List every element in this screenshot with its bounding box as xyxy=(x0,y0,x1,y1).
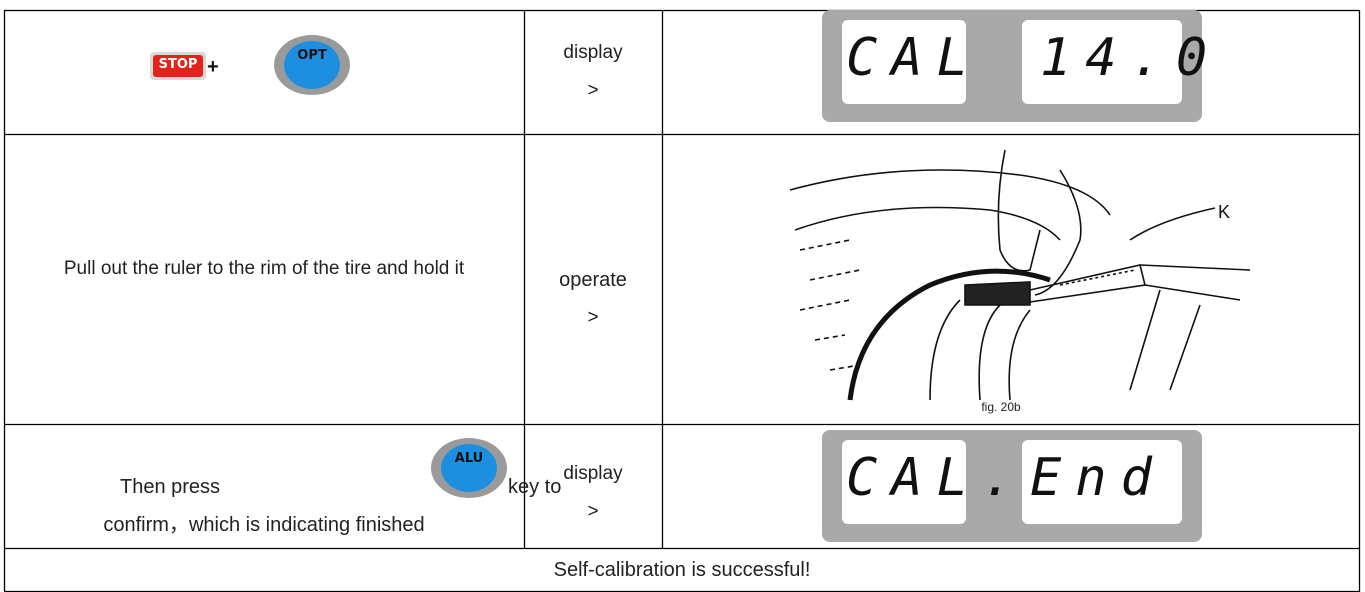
lcd-window xyxy=(842,20,966,104)
lcd-window xyxy=(1022,440,1182,524)
alu-key xyxy=(441,444,497,492)
stop-key-label: STOP xyxy=(158,57,198,72)
key-joiner: + xyxy=(207,56,219,78)
instruction: Pull out the ruler to the rim of the tir… xyxy=(63,258,465,279)
figure-callout: K xyxy=(1218,202,1231,222)
action-label: display xyxy=(563,42,623,63)
lcd-text: End xyxy=(1030,448,1166,508)
opt-key xyxy=(284,41,340,89)
arrow: > xyxy=(587,501,599,522)
arrow: > xyxy=(587,307,599,328)
lcd-window xyxy=(842,440,966,524)
stop-key xyxy=(153,55,203,77)
figure-caption: fig. 20b xyxy=(981,400,1021,414)
instruction: key to xyxy=(508,476,562,498)
lcd-text: CAL xyxy=(846,28,982,88)
opt-key-label: OPT xyxy=(297,48,327,63)
lcd-window xyxy=(1022,20,1182,104)
alu-key-label: ALU xyxy=(454,451,484,466)
instruction: Then press xyxy=(120,476,221,498)
lcd-text: CAL. xyxy=(846,448,1028,508)
instruction: confirm，which is indicating finished xyxy=(103,514,425,536)
tire-illustration xyxy=(789,149,1251,401)
lcd-text: 14.0 xyxy=(1040,28,1222,88)
action-label: display xyxy=(563,463,623,484)
arrow: > xyxy=(587,80,599,101)
action-label: operate xyxy=(559,269,627,291)
footer: Self-calibration is successful! xyxy=(553,559,811,581)
